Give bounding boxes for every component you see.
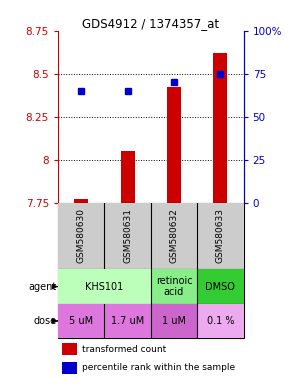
Bar bbox=[104, 203, 151, 270]
Bar bbox=[58, 270, 151, 304]
Bar bbox=[197, 270, 244, 304]
Text: transformed count: transformed count bbox=[82, 344, 166, 354]
Bar bbox=[167, 88, 181, 203]
Text: 0.1 %: 0.1 % bbox=[207, 316, 234, 326]
Bar bbox=[104, 304, 151, 338]
Text: 1.7 uM: 1.7 uM bbox=[111, 316, 144, 326]
Bar bbox=[58, 304, 104, 338]
Text: 5 uM: 5 uM bbox=[69, 316, 93, 326]
Bar bbox=[151, 203, 197, 270]
Bar bbox=[74, 199, 88, 203]
Bar bbox=[62, 362, 77, 374]
Title: GDS4912 / 1374357_at: GDS4912 / 1374357_at bbox=[82, 17, 219, 30]
Text: GSM580631: GSM580631 bbox=[123, 209, 132, 263]
Bar bbox=[151, 304, 197, 338]
Bar bbox=[213, 53, 227, 203]
Text: KHS101: KHS101 bbox=[85, 281, 124, 291]
Text: 1 uM: 1 uM bbox=[162, 316, 186, 326]
Bar bbox=[121, 151, 135, 203]
Bar bbox=[151, 270, 197, 304]
Text: percentile rank within the sample: percentile rank within the sample bbox=[82, 364, 235, 372]
Text: GSM580632: GSM580632 bbox=[169, 209, 179, 263]
Text: agent: agent bbox=[29, 281, 57, 291]
Bar bbox=[62, 343, 77, 355]
Text: DMSO: DMSO bbox=[205, 281, 235, 291]
Bar bbox=[58, 203, 104, 270]
Text: retinoic
acid: retinoic acid bbox=[156, 276, 192, 297]
Text: GSM580633: GSM580633 bbox=[216, 209, 225, 263]
Text: GSM580630: GSM580630 bbox=[77, 209, 86, 263]
Text: dose: dose bbox=[34, 316, 57, 326]
Bar bbox=[197, 203, 244, 270]
Bar bbox=[197, 304, 244, 338]
